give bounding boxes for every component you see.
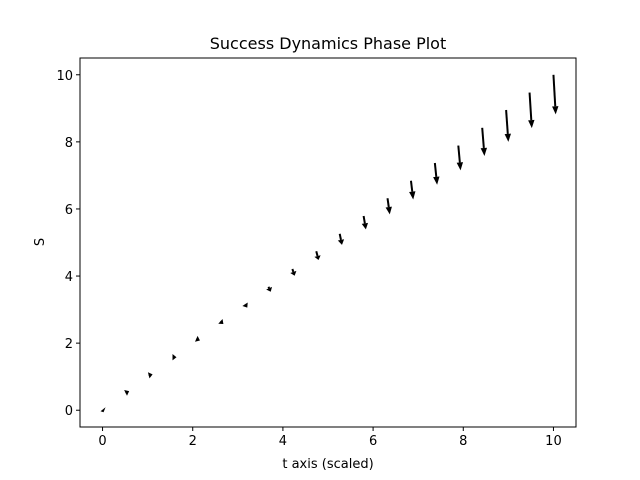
chart-title: Success Dynamics Phase Plot <box>210 34 447 53</box>
y-axis: 0 2 4 6 8 10 <box>56 69 80 419</box>
vector-arrow <box>552 74 559 115</box>
y-tick-label: 6 <box>65 203 73 218</box>
x-tick-label: 2 <box>189 434 197 449</box>
vector-arrow <box>314 250 321 260</box>
vector-arrow <box>456 145 464 171</box>
vector-arrow <box>242 302 248 308</box>
y-axis-label: S <box>33 238 48 246</box>
x-tick-label: 8 <box>459 434 467 449</box>
vector-arrow <box>409 180 416 200</box>
x-tick-label: 0 <box>98 434 106 449</box>
vector-arrow <box>290 268 297 276</box>
y-tick-label: 10 <box>56 69 73 84</box>
vector-arrow <box>433 162 440 185</box>
y-tick-label: 8 <box>65 136 73 151</box>
y-tick-label: 2 <box>65 337 73 352</box>
plot-area-frame <box>79 57 577 428</box>
arrow-layer <box>100 74 559 413</box>
vector-arrow <box>480 127 488 156</box>
x-tick-label: 6 <box>369 434 377 449</box>
vector-arrow <box>218 318 224 325</box>
x-axis: 0 2 4 6 8 10 <box>98 427 562 449</box>
vector-arrow <box>266 286 273 292</box>
vector-arrow <box>337 233 345 245</box>
vector-arrow <box>504 109 511 142</box>
y-tick-label: 4 <box>65 270 73 285</box>
vector-arrow <box>194 335 200 342</box>
x-axis-label: t axis (scaled) <box>282 457 373 472</box>
vector-arrow <box>100 407 106 413</box>
vector-arrow <box>385 198 392 215</box>
x-tick-label: 10 <box>545 434 562 449</box>
vector-arrow <box>124 390 130 396</box>
vector-arrow <box>361 215 369 230</box>
x-tick-label: 4 <box>279 434 287 449</box>
y-tick-label: 0 <box>65 404 73 419</box>
vector-arrow <box>147 372 153 379</box>
vector-arrow <box>172 354 177 361</box>
vector-arrow <box>528 92 535 129</box>
